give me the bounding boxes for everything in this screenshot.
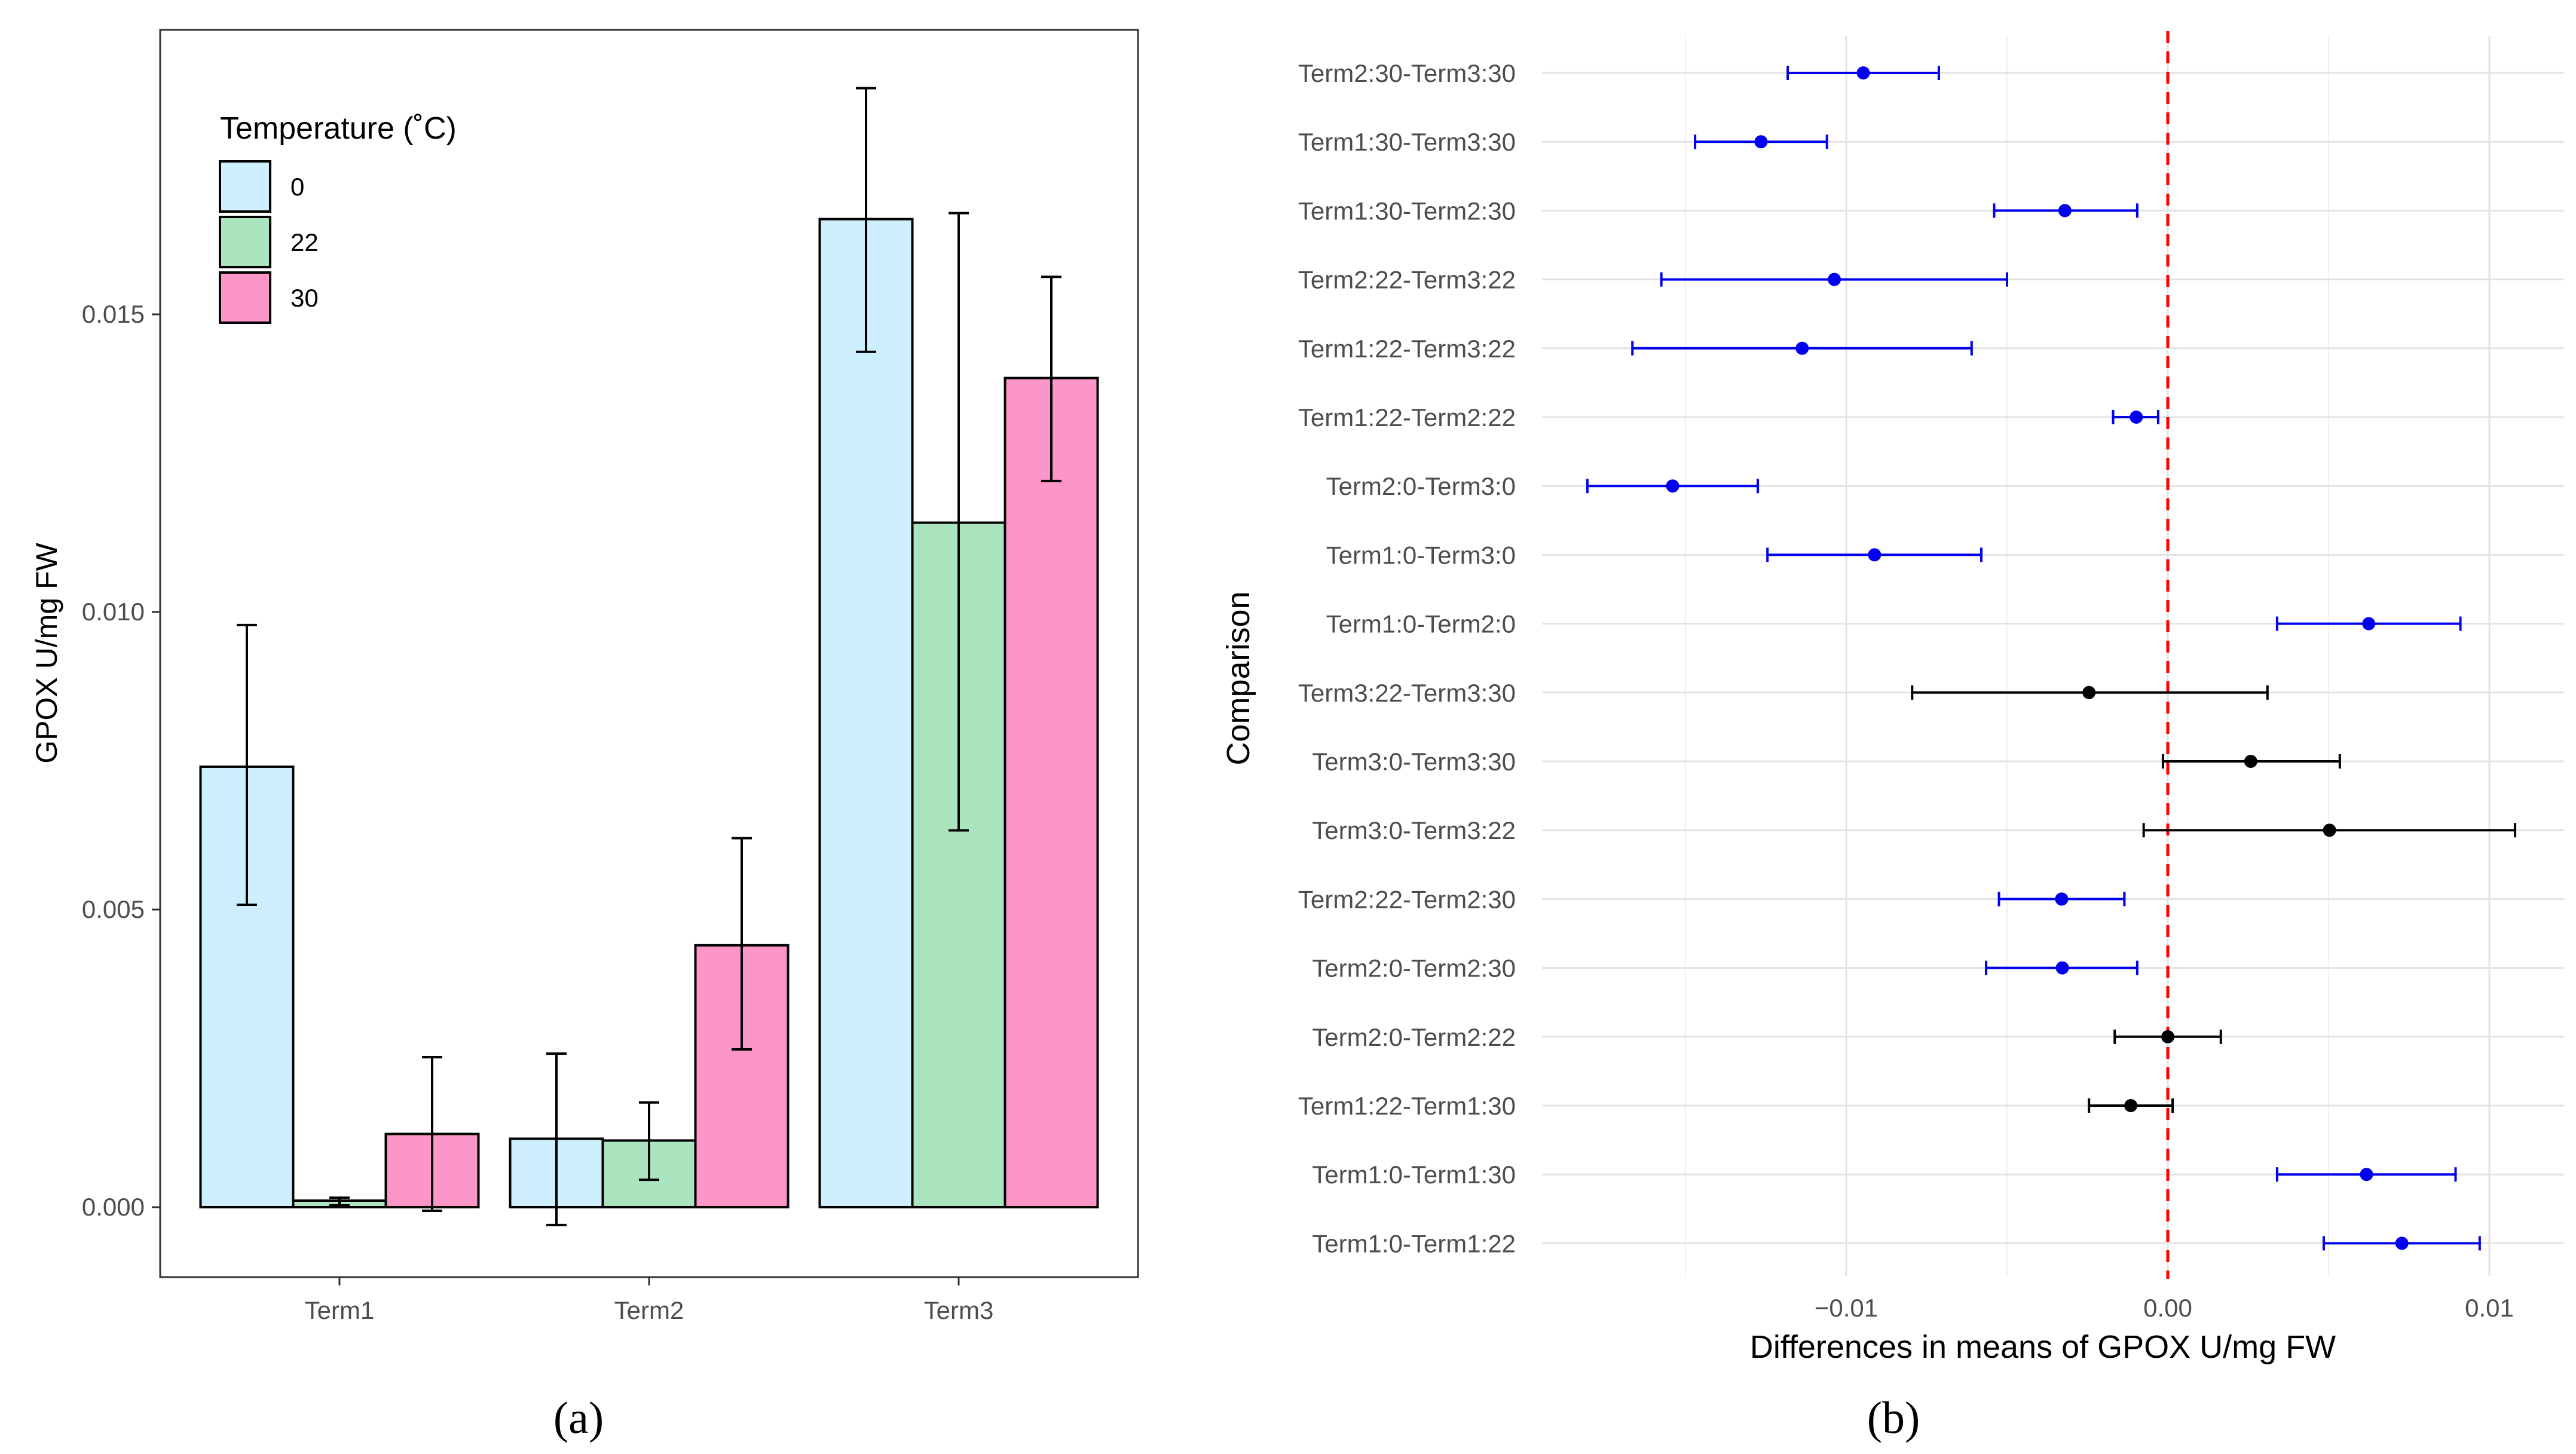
interval-term3-22-term3-30 bbox=[1911, 685, 2269, 700]
legend-label-30: 30 bbox=[290, 284, 319, 312]
comparison-label: Term3:0-Term3:30 bbox=[1312, 748, 1516, 776]
bar-term3-0 bbox=[818, 218, 914, 1208]
interval-term1-0-term1-22 bbox=[2322, 1236, 2481, 1251]
mean-difference-point bbox=[2161, 1030, 2174, 1043]
error-bar-term1-22 bbox=[329, 1196, 350, 1207]
y-tick-label: 0.005 bbox=[82, 895, 145, 923]
legend-label-22: 22 bbox=[290, 228, 319, 256]
legend-label-0: 0 bbox=[290, 173, 304, 201]
bar-term3-30 bbox=[1004, 376, 1099, 1208]
panel-b-comparison-plot: Term2:30-Term3:30 Term1:30-Term3:30 Term1:… bbox=[1220, 31, 2564, 1443]
interval-term1-0-term1-30 bbox=[2275, 1167, 2457, 1182]
panel-a-legend: Temperature (˚C) 0 22 30 bbox=[219, 111, 457, 324]
panel-b-y-axis-title: Comparison bbox=[1220, 591, 1256, 765]
y-tick-label: 0.015 bbox=[82, 300, 145, 328]
mean-difference-point bbox=[2055, 892, 2069, 906]
comparison-label: Term1:0-Term1:22 bbox=[1312, 1229, 1516, 1257]
panel-a-label: (a) bbox=[553, 1393, 604, 1443]
comparison-label: Term1:22-Term3:22 bbox=[1298, 335, 1516, 363]
panel-b-gridlines bbox=[1542, 36, 2564, 1276]
mean-difference-point bbox=[1666, 479, 1679, 493]
comparison-label: Term2:0-Term3:0 bbox=[1326, 472, 1516, 500]
panel-a-error-bars bbox=[237, 87, 1061, 1226]
mean-difference-point bbox=[2055, 961, 2069, 975]
comparison-label: Term1:22-Term1:30 bbox=[1298, 1092, 1516, 1120]
x-tick-label: Term1 bbox=[305, 1296, 375, 1324]
y-tick-label: 0.010 bbox=[82, 598, 145, 626]
error-bar-term3-0 bbox=[856, 87, 876, 353]
interval-term2-22-term2-30 bbox=[1997, 892, 2126, 907]
x-tick-label: 0.00 bbox=[2143, 1294, 2192, 1322]
comparison-label: Term1:0-Term3:0 bbox=[1326, 541, 1516, 569]
legend-key-30 bbox=[219, 271, 271, 324]
comparison-label: Term1:0-Term1:30 bbox=[1312, 1161, 1516, 1189]
mean-difference-point bbox=[2058, 204, 2072, 218]
mean-difference-point bbox=[2082, 685, 2096, 699]
comparison-label: Term2:0-Term2:30 bbox=[1312, 954, 1516, 982]
mean-difference-point bbox=[2130, 411, 2143, 424]
comparison-label: Term3:0-Term3:22 bbox=[1312, 816, 1516, 844]
error-bar-term2-30 bbox=[732, 837, 752, 1051]
x-tick-label: 0.01 bbox=[2465, 1294, 2514, 1322]
interval-term1-0-term3-0 bbox=[1766, 547, 1983, 562]
mean-difference-point bbox=[2323, 824, 2336, 837]
panel-b-intervals bbox=[1586, 66, 2517, 1251]
error-bar-term2-0 bbox=[546, 1052, 567, 1226]
comparison-label: Term1:0-Term2:0 bbox=[1326, 610, 1516, 638]
error-bar-term2-22 bbox=[639, 1101, 659, 1181]
panel-b-x-axis-title: Differences in means of GPOX U/mg FW bbox=[1750, 1329, 2336, 1365]
panel-a-bars bbox=[199, 218, 1099, 1208]
interval-term1-22-term2-22 bbox=[2112, 410, 2159, 424]
mean-difference-point bbox=[2124, 1099, 2138, 1112]
interval-term2-30-term3-30 bbox=[1786, 66, 1940, 80]
panel-a-y-axis-title: GPOX U/mg FW bbox=[30, 542, 63, 763]
comparison-label: Term3:22-Term3:30 bbox=[1298, 679, 1516, 707]
mean-difference-point bbox=[2362, 617, 2376, 630]
interval-term2-0-term2-30 bbox=[1985, 960, 2138, 975]
panel-b-label: (b) bbox=[1867, 1393, 1920, 1443]
x-tick-label: Term2 bbox=[614, 1296, 684, 1324]
mean-difference-point bbox=[1828, 273, 1841, 286]
interval-term2-0-term2-22 bbox=[2113, 1029, 2222, 1044]
interval-term1-0-term2-0 bbox=[2275, 616, 2462, 631]
mean-difference-point bbox=[2395, 1236, 2409, 1250]
mean-difference-point bbox=[2244, 755, 2257, 768]
mean-difference-point bbox=[1795, 341, 1809, 355]
legend-key-22 bbox=[219, 216, 271, 268]
comparison-label: Term1:22-Term2:22 bbox=[1298, 403, 1516, 431]
error-bar-term1-30 bbox=[422, 1056, 442, 1212]
panel-a-y-axis: 0.000 0.005 0.010 0.015 bbox=[82, 300, 160, 1221]
mean-difference-point bbox=[1868, 548, 1881, 562]
interval-term3-0-term3-22 bbox=[2142, 823, 2517, 838]
comparison-label: Term2:0-Term2:22 bbox=[1312, 1023, 1516, 1051]
x-tick-label: Term3 bbox=[924, 1296, 994, 1324]
mean-difference-point bbox=[2360, 1168, 2373, 1181]
panel-a-x-axis: Term1 Term2 Term3 bbox=[305, 1277, 994, 1324]
comparison-label: Term2:22-Term3:22 bbox=[1298, 266, 1516, 294]
interval-term2-22-term3-22 bbox=[1660, 272, 2008, 287]
comparison-label: Term2:30-Term3:30 bbox=[1298, 59, 1516, 87]
x-tick-label: −0.01 bbox=[1815, 1294, 1878, 1322]
mean-difference-point bbox=[1856, 66, 1870, 79]
mean-difference-point bbox=[1754, 135, 1768, 149]
panel-a-bar-chart: 0.000 0.005 0.010 0.015 Term1 Term2 Term3 GPO… bbox=[30, 29, 1139, 1443]
legend-key-0 bbox=[219, 160, 271, 213]
interval-term1-22-term3-22 bbox=[1631, 341, 1973, 356]
comparison-label: Term1:30-Term3:30 bbox=[1298, 128, 1516, 156]
comparison-label: Term2:22-Term2:30 bbox=[1298, 885, 1516, 913]
interval-term1-30-term3-30 bbox=[1694, 134, 1828, 149]
legend-title: Temperature (˚C) bbox=[220, 111, 457, 146]
panel-b-x-axis: −0.01 0.00 0.01 bbox=[1815, 1294, 2514, 1322]
interval-term2-0-term3-0 bbox=[1586, 479, 1760, 494]
error-bar-term1-0 bbox=[237, 623, 257, 907]
panel-b-y-axis: Term2:30-Term3:30 Term1:30-Term3:30 Term1:… bbox=[1298, 59, 1516, 1257]
error-bar-term3-30 bbox=[1041, 276, 1061, 482]
y-tick-label: 0.000 bbox=[82, 1193, 145, 1221]
comparison-label: Term1:30-Term2:30 bbox=[1298, 197, 1516, 225]
interval-term3-0-term3-30 bbox=[2161, 754, 2341, 769]
interval-term1-22-term1-30 bbox=[2088, 1098, 2174, 1113]
interval-term1-30-term2-30 bbox=[1993, 203, 2138, 218]
error-bar-term3-22 bbox=[949, 212, 969, 832]
